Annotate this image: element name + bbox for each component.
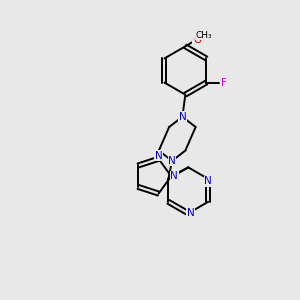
Text: O: O	[193, 35, 201, 45]
Text: N: N	[155, 151, 163, 161]
Text: F: F	[221, 78, 227, 88]
Text: N: N	[170, 171, 178, 181]
Text: N: N	[204, 176, 212, 186]
Text: N: N	[168, 156, 176, 166]
Text: N: N	[187, 208, 194, 218]
Text: CH₃: CH₃	[195, 31, 212, 40]
Text: N: N	[178, 112, 186, 122]
